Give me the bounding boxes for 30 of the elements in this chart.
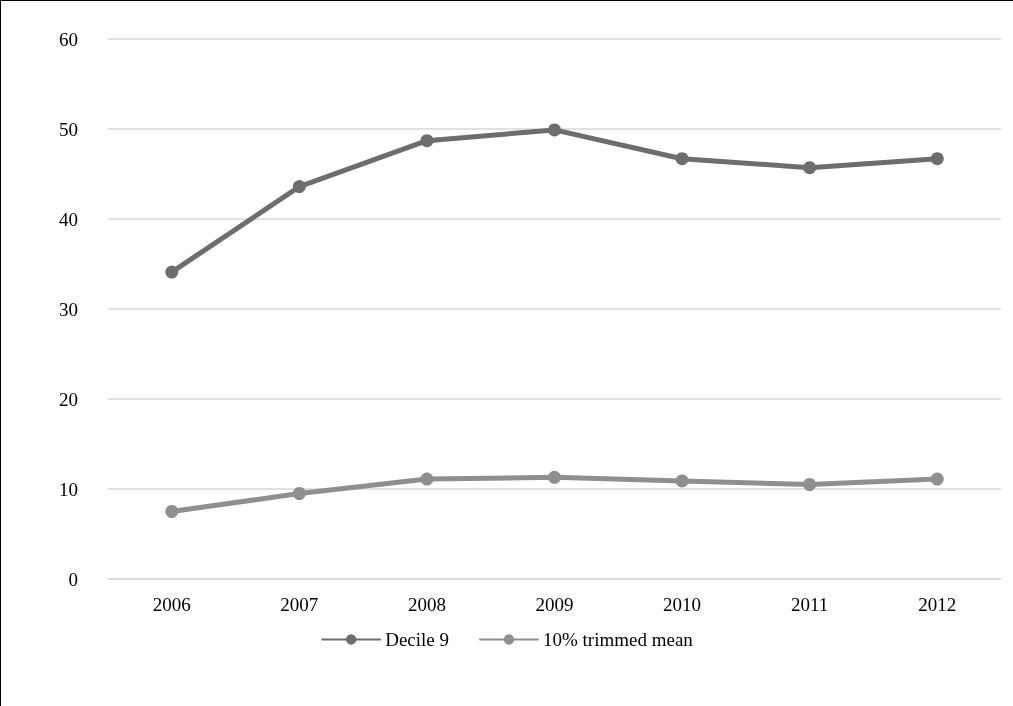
point	[548, 123, 561, 137]
x-tick-label: 2007	[280, 594, 319, 615]
y-tick-label: 50	[59, 118, 78, 140]
point	[420, 472, 434, 486]
point	[420, 134, 434, 148]
y-tick-label: 20	[59, 388, 78, 410]
point	[803, 161, 817, 175]
x-tick-label: 2009	[535, 594, 574, 615]
y-tick-label: 60	[59, 28, 78, 50]
legend-label: 10% trimmed mean	[542, 629, 694, 650]
point	[930, 152, 944, 166]
x-tick-label: 2011	[790, 594, 829, 615]
x-tick-label: 2006	[152, 594, 191, 615]
point	[803, 478, 817, 491]
point	[292, 487, 306, 500]
legend-label: Decile 9	[385, 629, 449, 650]
y-tick-label: 30	[59, 298, 78, 320]
y-tick-label: 10	[59, 478, 78, 500]
point	[675, 474, 689, 488]
point	[675, 152, 689, 166]
point	[930, 472, 944, 486]
x-tick-label: 2012	[918, 594, 957, 615]
point	[165, 265, 179, 279]
y-tick-label: 40	[59, 208, 78, 230]
point	[165, 505, 179, 518]
y-tick-label: 0	[68, 568, 78, 590]
point	[548, 470, 561, 484]
x-tick-label: 2008	[407, 594, 446, 615]
x-tick-label: 2010	[663, 594, 702, 615]
point	[292, 180, 306, 194]
